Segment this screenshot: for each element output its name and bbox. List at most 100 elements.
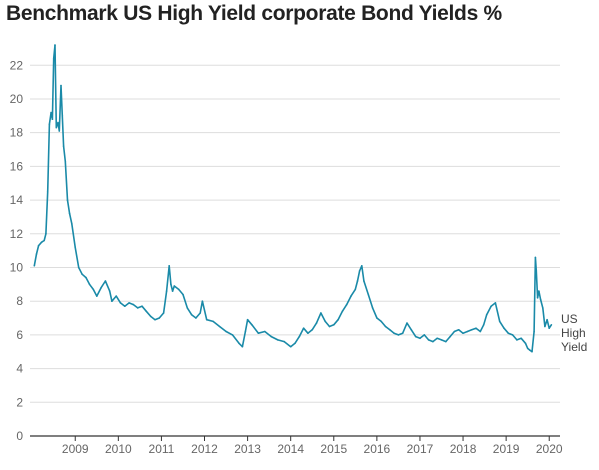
data-point — [100, 286, 102, 289]
data-point — [548, 327, 550, 330]
data-point — [195, 317, 197, 319]
data-point — [337, 318, 339, 321]
data-point — [358, 270, 361, 272]
y-tick-label-22: 22 — [10, 58, 24, 72]
data-point — [158, 317, 161, 319]
data-point — [345, 303, 348, 306]
data-point — [182, 293, 184, 296]
data-point — [173, 285, 176, 287]
data-point — [427, 339, 430, 341]
data-point — [186, 307, 189, 309]
data-point — [320, 312, 322, 314]
x-axis: 2009 2010 2011 2012 2013 2014 2015 2016 2017 2018… — [62, 436, 563, 456]
data-point — [414, 335, 417, 338]
data-point — [241, 345, 244, 348]
series-line-us-high-yield — [33, 44, 553, 353]
data-point — [529, 349, 531, 351]
data-point — [550, 324, 553, 326]
data-point — [37, 244, 40, 247]
data-point — [71, 222, 73, 225]
data-point — [35, 253, 38, 255]
data-point — [57, 121, 59, 124]
data-point — [475, 327, 477, 330]
data-point — [40, 241, 43, 243]
data-point — [341, 310, 344, 313]
data-point — [238, 342, 240, 345]
data-point — [356, 280, 359, 282]
data-point — [277, 339, 279, 341]
data-point — [384, 325, 387, 328]
data-point — [270, 335, 273, 338]
data-point — [115, 295, 117, 297]
data-point — [546, 318, 548, 321]
data-point — [201, 300, 204, 303]
data-point — [516, 339, 518, 341]
y-tick-label-14: 14 — [10, 193, 24, 207]
data-point — [462, 332, 464, 335]
data-point — [264, 330, 266, 333]
data-point — [283, 340, 286, 343]
data-point — [440, 339, 443, 341]
x-tick-label-2013: 2013 — [234, 442, 261, 456]
x-tick-label-2018: 2018 — [450, 442, 477, 456]
data-point — [149, 315, 152, 318]
y-tick-label-20: 20 — [10, 92, 24, 106]
data-point — [58, 130, 61, 132]
data-point — [315, 322, 318, 324]
data-point — [66, 199, 69, 201]
y-tick-label-6: 6 — [16, 328, 23, 342]
data-point — [371, 307, 374, 309]
data-point — [453, 330, 456, 333]
data-point — [531, 350, 533, 353]
data-point — [170, 283, 172, 286]
data-point — [45, 233, 47, 235]
data-point — [302, 327, 305, 330]
data-point — [466, 330, 469, 333]
data-point — [231, 334, 234, 336]
data-point — [449, 335, 451, 338]
data-point — [503, 327, 505, 330]
data-point — [311, 329, 314, 331]
data-point — [363, 280, 365, 282]
data-point — [507, 332, 510, 335]
data-point — [165, 290, 168, 292]
gridlines — [30, 64, 560, 437]
data-point — [60, 84, 62, 87]
data-point — [136, 307, 139, 309]
data-point — [171, 290, 174, 292]
y-tick-label-18: 18 — [10, 126, 24, 140]
data-point — [333, 324, 335, 326]
x-tick-label-2010: 2010 — [105, 442, 132, 456]
data-point — [212, 320, 214, 323]
data-point — [494, 302, 497, 304]
data-point — [511, 334, 514, 336]
x-tick-label-2015: 2015 — [320, 442, 347, 456]
data-point — [132, 303, 135, 306]
y-tick-label-10: 10 — [10, 260, 24, 274]
x-tick-label-2011: 2011 — [149, 442, 175, 456]
y-tick-label-8: 8 — [16, 294, 23, 308]
data-point — [51, 118, 54, 120]
data-point — [128, 302, 130, 304]
data-point — [46, 190, 49, 193]
data-point — [401, 332, 404, 335]
y-tick-label-2: 2 — [16, 395, 23, 409]
data-point — [104, 280, 107, 282]
data-point — [307, 332, 309, 335]
data-point — [54, 44, 56, 46]
data-point — [423, 334, 426, 336]
data-point — [52, 57, 55, 60]
data-point — [432, 340, 434, 343]
data-point — [85, 276, 87, 279]
data-point — [88, 283, 91, 286]
data-point — [124, 305, 126, 308]
data-point — [205, 318, 208, 321]
data-point — [436, 337, 439, 340]
data-point — [544, 325, 546, 328]
y-axis: 0 2 4 6 8 10 12 14 16 18 20 22 — [10, 58, 24, 443]
data-point — [328, 325, 331, 328]
data-point — [533, 330, 535, 333]
data-point — [479, 330, 482, 333]
chart-title: Benchmark US High Yield corporate Bond Y… — [6, 2, 502, 25]
